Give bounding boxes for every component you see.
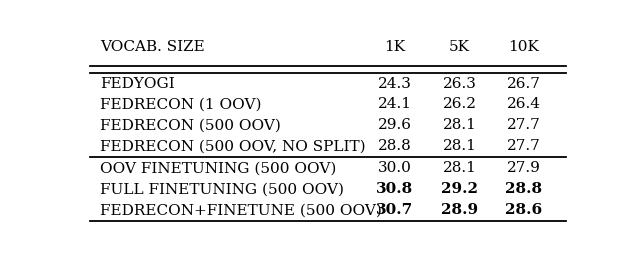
- Text: 26.4: 26.4: [507, 97, 541, 111]
- Text: 1K: 1K: [385, 40, 406, 54]
- Text: FEDRECON+FINETUNE (500 OOV): FEDRECON+FINETUNE (500 OOV): [100, 203, 381, 217]
- Text: FEDRECON (500 OOV, NO SPLIT): FEDRECON (500 OOV, NO SPLIT): [100, 139, 365, 153]
- Text: VOCAB. SIZE: VOCAB. SIZE: [100, 40, 205, 54]
- Text: FULL FINETUNING (500 OOV): FULL FINETUNING (500 OOV): [100, 182, 344, 196]
- Text: OOV FINETUNING (500 OOV): OOV FINETUNING (500 OOV): [100, 161, 336, 175]
- Text: 26.2: 26.2: [442, 97, 476, 111]
- Text: 28.1: 28.1: [442, 118, 476, 132]
- Text: 5K: 5K: [449, 40, 470, 54]
- Text: 30.0: 30.0: [378, 161, 412, 175]
- Text: 26.3: 26.3: [442, 76, 476, 91]
- Text: 27.7: 27.7: [507, 118, 541, 132]
- Text: 24.3: 24.3: [378, 76, 412, 91]
- Text: 28.9: 28.9: [441, 203, 478, 217]
- Text: 30.7: 30.7: [376, 203, 413, 217]
- Text: 29.6: 29.6: [378, 118, 412, 132]
- Text: 27.7: 27.7: [507, 139, 541, 153]
- Text: 29.2: 29.2: [441, 182, 478, 196]
- Text: 28.1: 28.1: [442, 161, 476, 175]
- Text: 28.8: 28.8: [506, 182, 543, 196]
- Text: 30.8: 30.8: [376, 182, 413, 196]
- Text: 10K: 10K: [509, 40, 540, 54]
- Text: 27.9: 27.9: [507, 161, 541, 175]
- Text: 26.7: 26.7: [507, 76, 541, 91]
- Text: 28.8: 28.8: [378, 139, 412, 153]
- Text: FEDYOGI: FEDYOGI: [100, 76, 175, 91]
- Text: 24.1: 24.1: [378, 97, 412, 111]
- Text: FEDRECON (1 OOV): FEDRECON (1 OOV): [100, 97, 261, 111]
- Text: FEDRECON (500 OOV): FEDRECON (500 OOV): [100, 118, 281, 132]
- Text: 28.6: 28.6: [506, 203, 543, 217]
- Text: 28.1: 28.1: [442, 139, 476, 153]
